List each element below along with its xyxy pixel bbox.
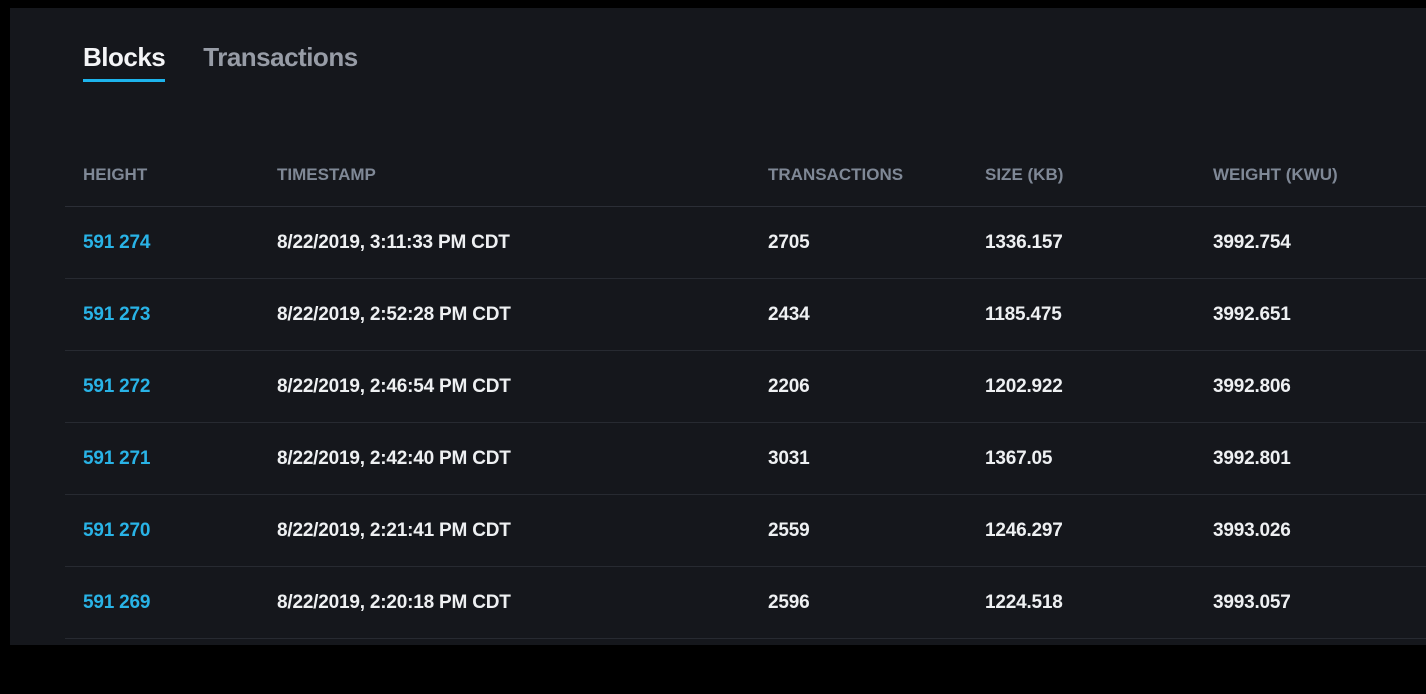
table-row: 591 270 8/22/2019, 2:21:41 PM CDT 2559 1… <box>65 495 1426 567</box>
column-header-timestamp: TIMESTAMP <box>277 165 376 184</box>
block-weight: 3992.651 <box>1213 303 1291 325</box>
block-timestamp: 8/22/2019, 2:42:40 PM CDT <box>277 447 511 469</box>
block-height-cell: 591 271 <box>83 448 277 470</box>
blocks-table: HEIGHT TIMESTAMP TRANSACTIONS SIZE (KB) … <box>65 144 1426 639</box>
block-transactions: 3031 <box>768 447 810 469</box>
column-header-height: HEIGHT <box>83 165 148 184</box>
block-transactions: 2206 <box>768 375 810 397</box>
block-timestamp: 8/22/2019, 2:46:54 PM CDT <box>277 375 511 397</box>
block-size: 1336.157 <box>985 231 1063 253</box>
table-header-row: HEIGHT TIMESTAMP TRANSACTIONS SIZE (KB) … <box>65 144 1426 207</box>
column-header-weight: WEIGHT (KWU) <box>1213 165 1338 184</box>
block-height-cell: 591 270 <box>83 520 277 542</box>
block-timestamp: 8/22/2019, 2:52:28 PM CDT <box>277 303 511 325</box>
column-header-transactions: TRANSACTIONS <box>768 165 904 184</box>
block-timestamp: 8/22/2019, 2:20:18 PM CDT <box>277 591 511 613</box>
table-body: 591 274 8/22/2019, 3:11:33 PM CDT 2705 1… <box>65 207 1426 639</box>
block-weight: 3992.806 <box>1213 375 1291 397</box>
block-height-cell: 591 274 <box>83 232 277 254</box>
block-weight: 3992.754 <box>1213 231 1291 253</box>
tab-transactions[interactable]: Transactions <box>203 42 358 72</box>
block-transactions: 2434 <box>768 303 810 325</box>
block-weight: 3992.801 <box>1213 447 1291 469</box>
block-height-link[interactable]: 591 273 <box>83 303 151 325</box>
table-row: 591 273 8/22/2019, 2:52:28 PM CDT 2434 1… <box>65 279 1426 351</box>
block-height-cell: 591 273 <box>83 304 277 326</box>
block-transactions: 2559 <box>768 519 810 541</box>
block-height-cell: 591 269 <box>83 592 277 614</box>
block-size: 1224.518 <box>985 591 1063 613</box>
block-weight: 3993.057 <box>1213 591 1291 613</box>
block-height-cell: 591 272 <box>83 376 277 398</box>
block-transactions: 2596 <box>768 591 810 613</box>
block-height-link[interactable]: 591 274 <box>83 231 151 253</box>
table-row: 591 272 8/22/2019, 2:46:54 PM CDT 2206 1… <box>65 351 1426 423</box>
tab-blocks[interactable]: Blocks <box>83 42 166 82</box>
table-row: 591 271 8/22/2019, 2:42:40 PM CDT 3031 1… <box>65 423 1426 495</box>
block-size: 1202.922 <box>985 375 1063 397</box>
block-size: 1185.475 <box>985 303 1062 325</box>
tab-bar: Blocks Transactions <box>83 42 1426 82</box>
block-timestamp: 8/22/2019, 2:21:41 PM CDT <box>277 519 511 541</box>
block-timestamp: 8/22/2019, 3:11:33 PM CDT <box>277 231 510 253</box>
block-height-link[interactable]: 591 270 <box>83 519 151 541</box>
block-size: 1246.297 <box>985 519 1063 541</box>
column-header-size: SIZE (KB) <box>985 165 1064 184</box>
blocks-panel: Blocks Transactions HEIGHT TIMESTAMP TRA… <box>10 8 1426 645</box>
table-row: 591 274 8/22/2019, 3:11:33 PM CDT 2705 1… <box>65 207 1426 279</box>
block-transactions: 2705 <box>768 231 810 253</box>
block-height-link[interactable]: 591 272 <box>83 375 151 397</box>
block-weight: 3993.026 <box>1213 519 1291 541</box>
block-size: 1367.05 <box>985 447 1053 469</box>
table-row: 591 269 8/22/2019, 2:20:18 PM CDT 2596 1… <box>65 567 1426 639</box>
block-height-link[interactable]: 591 269 <box>83 591 151 613</box>
block-height-link[interactable]: 591 271 <box>83 447 151 469</box>
